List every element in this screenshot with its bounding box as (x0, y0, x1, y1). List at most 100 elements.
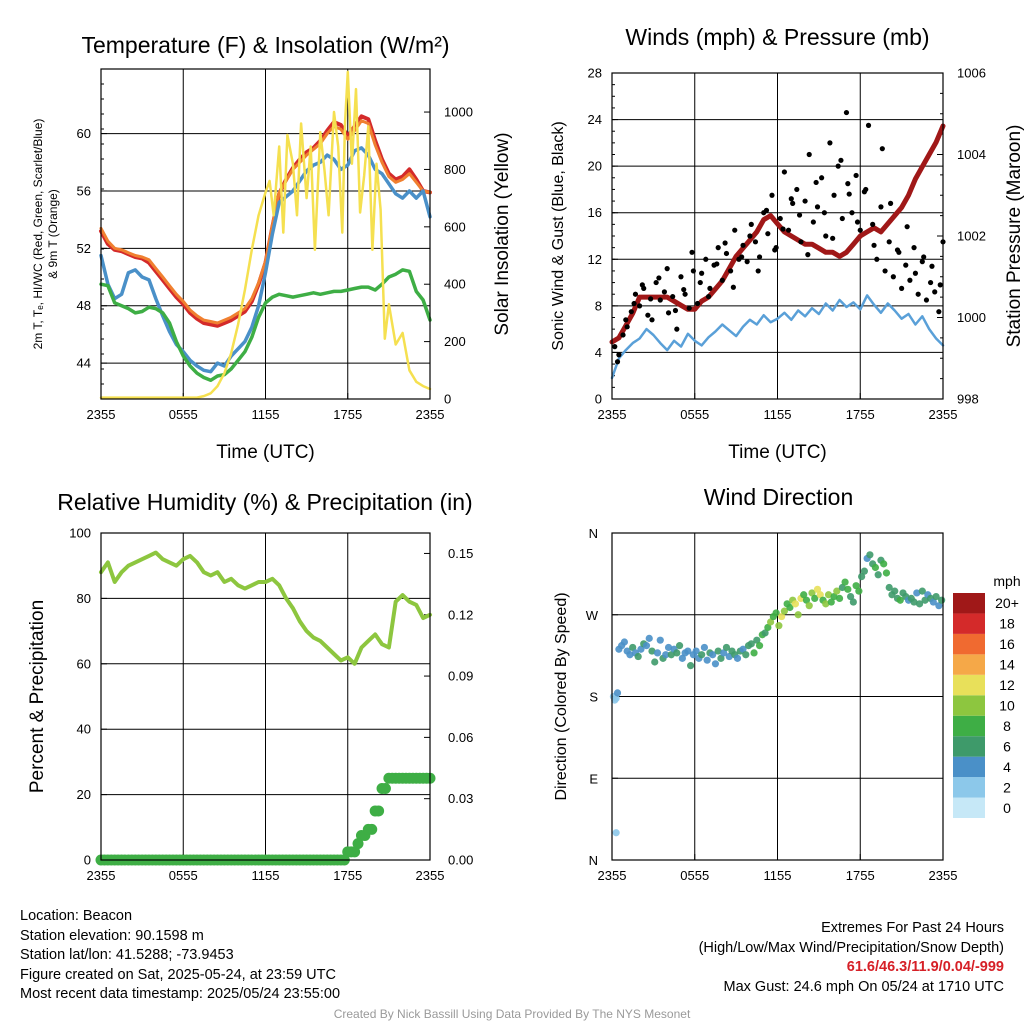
winds-x-tick-label: 0555 (680, 407, 709, 422)
dir-point (667, 651, 675, 659)
credit-text: Created By Nick Bassill Using Data Provi… (333, 1007, 691, 1021)
winds-gust-point (849, 210, 855, 216)
winds-pressure-line (609, 123, 946, 345)
dir-point (653, 649, 662, 657)
rh-x-tick-label: 1755 (333, 868, 362, 883)
dir-point (733, 654, 742, 662)
winds-gust-point (656, 275, 662, 281)
dir-point (645, 634, 653, 642)
winds-gust-point (839, 215, 845, 222)
temp-dewpoint-line (99, 268, 432, 383)
temp-solar-line (99, 70, 432, 399)
dir-point (761, 629, 769, 637)
dir-point (780, 607, 788, 615)
winds-gust-point (672, 307, 679, 314)
dir-point (910, 598, 918, 606)
winds-gust-point (699, 270, 705, 276)
dir-point (750, 649, 758, 657)
rh-precip-point (379, 782, 391, 794)
winds-gust-point (790, 200, 796, 206)
extremes-values: 61.6/46.3/11.9/0.04/-999 (846, 959, 1004, 976)
dir-point (642, 642, 651, 650)
colorbar-label: 16 (999, 636, 1015, 652)
rh-y2-tick-label: 0.09 (448, 669, 473, 684)
winds-gust-point (845, 181, 851, 187)
winds-gust-point (819, 175, 825, 181)
rh-y-tick-label: 100 (69, 526, 91, 541)
winds-y2-tick-label: 1000 (957, 310, 986, 325)
temp-x-tick-label: 2355 (87, 407, 116, 422)
winds-gust-point (665, 310, 672, 316)
dir-point (692, 647, 700, 655)
temp-y-tick-label: 60 (77, 126, 91, 141)
winds-gust-point (697, 279, 703, 286)
temp-x-tick-label: 0555 (169, 407, 198, 422)
dir-point (767, 618, 775, 626)
dir-point (794, 611, 802, 619)
dir-point (830, 592, 838, 601)
winds-gust-point (682, 291, 688, 297)
dir-point (838, 583, 846, 592)
temp-y-tick-label: 52 (77, 241, 91, 256)
dir-point (673, 649, 681, 657)
winds-y2label: Station Pressure (Maroon) (1004, 125, 1024, 348)
colorbar-swatch (953, 777, 985, 798)
winds-gust-point (719, 277, 725, 283)
temp-y2-tick-label: 400 (444, 277, 466, 292)
dir-point (764, 623, 772, 632)
winds-gust-point (747, 233, 753, 239)
temp-y2label: Solar Insolation (Yellow) (492, 132, 513, 335)
winds-gust-point (748, 221, 754, 227)
colorbar-swatch (953, 613, 985, 634)
winds-gust-point (921, 254, 927, 260)
winds-gust-point (937, 282, 943, 288)
dir-x-tick-label: 1755 (846, 868, 875, 883)
dir-point (833, 587, 841, 595)
dir-point (675, 642, 684, 650)
dir-point (747, 640, 755, 648)
winds-gust-point (882, 268, 888, 274)
dir-y-tick-label: N (589, 526, 598, 541)
dir-point (800, 591, 808, 599)
dir-point (753, 636, 761, 644)
dir-point (846, 592, 855, 601)
winds-gust-point (623, 317, 629, 323)
winds-y-tick-label: 28 (588, 66, 602, 81)
colorbar-swatch (953, 736, 985, 757)
dir-x-tick-label: 1155 (764, 868, 792, 883)
winds-gust-point (806, 151, 812, 158)
winds-gust-point (670, 293, 676, 300)
dir-point (811, 594, 819, 603)
extremes-subtitle: (High/Low/Max Wind/Precipitation/Snow De… (698, 939, 1004, 956)
winds-gust-point (686, 305, 692, 311)
winds-gust-point (794, 186, 800, 193)
winds-gust-point (730, 284, 736, 290)
dir-point (822, 600, 830, 608)
dir-point (709, 651, 717, 659)
winds-gust-point (927, 279, 934, 286)
dir-point (711, 660, 720, 668)
winds-gust-point (674, 326, 680, 332)
winds-gust-point (805, 252, 811, 258)
dir-point (664, 643, 673, 652)
dir-point (849, 598, 857, 606)
winds-panel: 2355 0555 1155 1755 235504812162024289981000… (550, 24, 1024, 463)
winds-gust-point (886, 239, 892, 245)
winds-gust-point (694, 300, 701, 307)
dir-point (778, 612, 786, 621)
winds-gust-point (705, 293, 712, 300)
rh-ylabel: Percent & Precipitation (27, 600, 48, 793)
rh-x-tick-label: 0555 (169, 868, 198, 883)
winds-gust-point (781, 169, 787, 175)
dir-point (678, 654, 686, 662)
winds-gust-point (645, 312, 651, 318)
winds-y2-tick-label: 1002 (957, 229, 986, 244)
dir-title: Wind Direction (704, 484, 854, 510)
temp-temp_9m-line (99, 119, 432, 325)
winds-gust-point (831, 192, 837, 198)
colorbar-label: 12 (999, 677, 1015, 693)
dir-point (824, 591, 833, 599)
temp-y2-tick-label: 1000 (444, 105, 473, 120)
colorbar-swatch (953, 797, 985, 818)
